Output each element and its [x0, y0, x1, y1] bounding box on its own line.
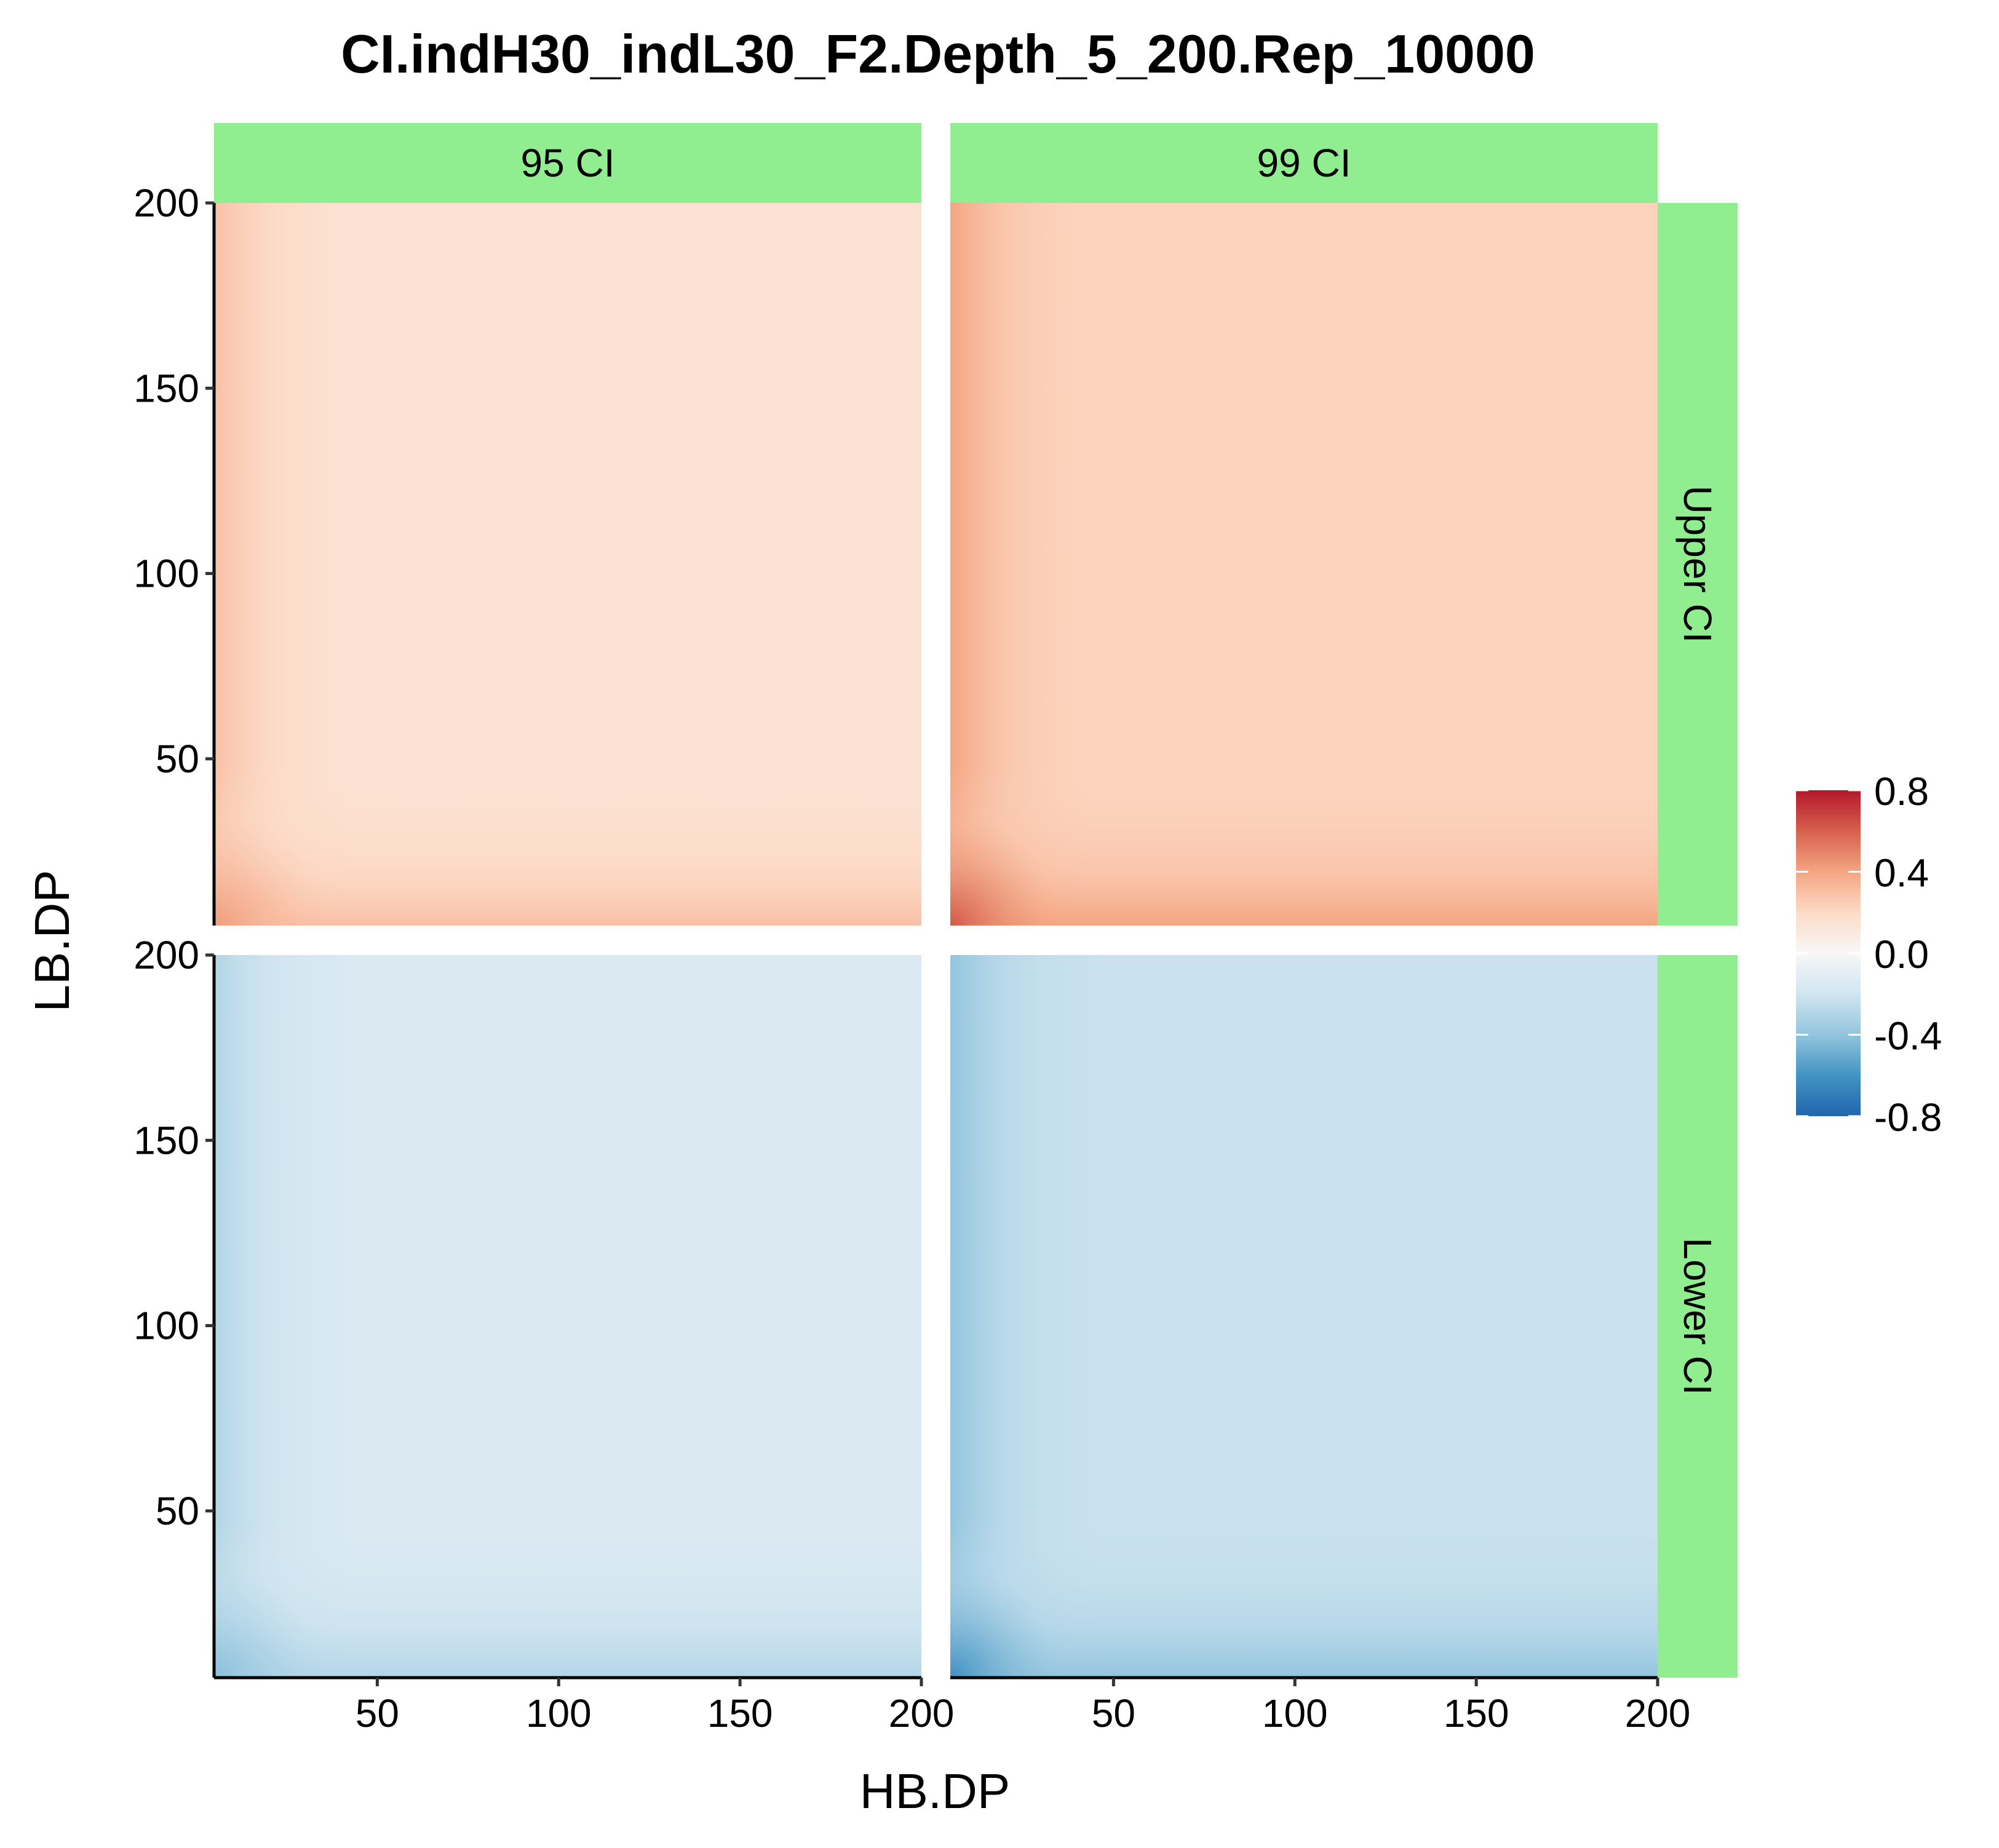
- strip-95-ci: [214, 123, 921, 203]
- strip-lower-ci-label: Lower CI: [1675, 1237, 1720, 1395]
- panel-95-ci-lower-ci-bottom-gradient: [214, 1518, 921, 1678]
- heatmap-panels: [214, 203, 1658, 1678]
- y-tick-label: 100: [133, 552, 199, 596]
- strip-lower-ci: [1658, 955, 1738, 1678]
- panel-95-ci-lower-ci-corner: [214, 1567, 325, 1678]
- row-strips: Upper CI Lower CI: [1658, 203, 1738, 1678]
- strip-99-ci: [950, 123, 1658, 203]
- legend-tick-label: -0.4: [1874, 1014, 1942, 1058]
- x-tick-label: 50: [1092, 1691, 1135, 1735]
- strip-upper-ci: [1658, 203, 1738, 926]
- panel-99-ci-lower-ci-bottom-gradient: [950, 1518, 1658, 1678]
- x-axis-label: HB.DP: [860, 1764, 1011, 1818]
- column-strips: 95 CI 99 CI: [214, 123, 1658, 203]
- panel-99-ci-lower-ci: [950, 955, 1658, 1678]
- x-tick-label: 200: [889, 1691, 955, 1735]
- panel-99-ci-upper-ci-corner: [950, 815, 1061, 926]
- y-tick-label: 200: [133, 933, 199, 977]
- y-tick-label: 50: [156, 1489, 199, 1533]
- legend-tick-label: 0.0: [1874, 932, 1929, 977]
- legend-tick-label: 0.4: [1874, 851, 1929, 895]
- panel-99-ci-upper-ci-bottom-gradient: [950, 766, 1658, 926]
- panel-95-ci-upper-ci-bottom-gradient: [214, 766, 921, 926]
- x-tick-label: 100: [1262, 1691, 1328, 1735]
- panel-95-ci-lower-ci: [214, 955, 921, 1678]
- panel-95-ci-upper-ci-corner: [214, 815, 325, 926]
- y-axis-label: LB.DP: [25, 870, 79, 1012]
- strip-99-ci-label: 99 CI: [1257, 141, 1351, 185]
- strip-95-ci-label: 95 CI: [521, 141, 615, 185]
- y-tick-label: 200: [133, 181, 199, 225]
- x-tick-label: 150: [707, 1691, 773, 1735]
- legend-tick-label: -0.8: [1874, 1095, 1942, 1140]
- y-tick-label: 100: [133, 1304, 199, 1348]
- x-tick-label: 100: [526, 1691, 592, 1735]
- x-tick-label: 150: [1444, 1691, 1509, 1735]
- y-tick-label: 150: [133, 1118, 199, 1162]
- x-tick-label: 50: [356, 1691, 399, 1735]
- y-tick-label: 50: [156, 737, 199, 781]
- panel-95-ci-upper-ci: [214, 203, 921, 926]
- x-tick-label: 200: [1625, 1691, 1691, 1735]
- panel-99-ci-upper-ci: [950, 203, 1658, 926]
- y-tick-label: 150: [133, 366, 199, 410]
- strip-upper-ci-label: Upper CI: [1675, 485, 1720, 643]
- panel-99-ci-lower-ci-corner: [950, 1567, 1061, 1678]
- legend-tick-label: 0.8: [1874, 769, 1929, 814]
- chart-title: CI.indH30_indL30_F2.Depth_5_200.Rep_1000…: [341, 23, 1535, 84]
- color-legend: 0.8 0.4 0.0 -0.4 -0.8: [1796, 769, 1942, 1140]
- axes: 50 100 150 200 50 100 150 200 50 100 150 200 50 100 15…: [133, 181, 1690, 1735]
